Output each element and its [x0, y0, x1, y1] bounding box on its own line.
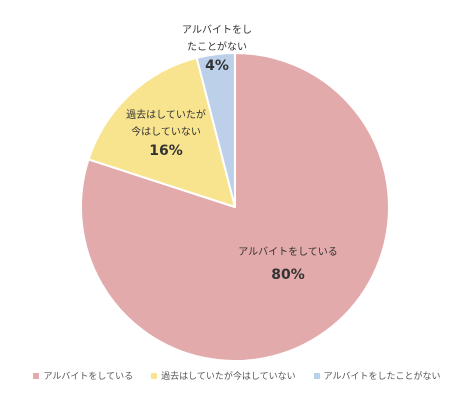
legend-item-never: アルバイトをしたことがない	[313, 369, 441, 382]
pct-label-working: 80%	[271, 267, 305, 283]
legend-item-working: アルバイトをしている	[33, 369, 133, 382]
pie-slice-never	[195, 52, 236, 208]
legend-swatch-never	[313, 372, 320, 379]
pct-label-never: 4%	[205, 58, 229, 74]
legend-swatch-working	[33, 372, 40, 379]
legend-label-never: アルバイトをしたことがない	[323, 372, 441, 382]
slice-label-working-line-1: アルバイトをしている	[238, 246, 338, 258]
legend: アルバイトをしている 過去はしていたが今はしていない アルバイトをしたことがない	[0, 369, 474, 382]
slice-label-formerly-line-1: 過去はしていたが	[126, 108, 206, 121]
legend-item-formerly: 過去はしていたが今はしていない	[151, 369, 296, 382]
slice-label-formerly-line-2: 今はしていない	[131, 125, 201, 138]
pie-slice-formerly	[87, 56, 236, 208]
legend-label-formerly: 過去はしていたが今はしていない	[161, 372, 296, 382]
legend-label-working: アルバイトをしている	[43, 372, 134, 382]
slice-label-never-line-2: たことがない	[187, 40, 247, 53]
pct-label-formerly: 16%	[149, 143, 183, 159]
legend-swatch-formerly	[151, 372, 158, 379]
slice-label-never-line-1: アルバイトをし	[182, 24, 252, 36]
